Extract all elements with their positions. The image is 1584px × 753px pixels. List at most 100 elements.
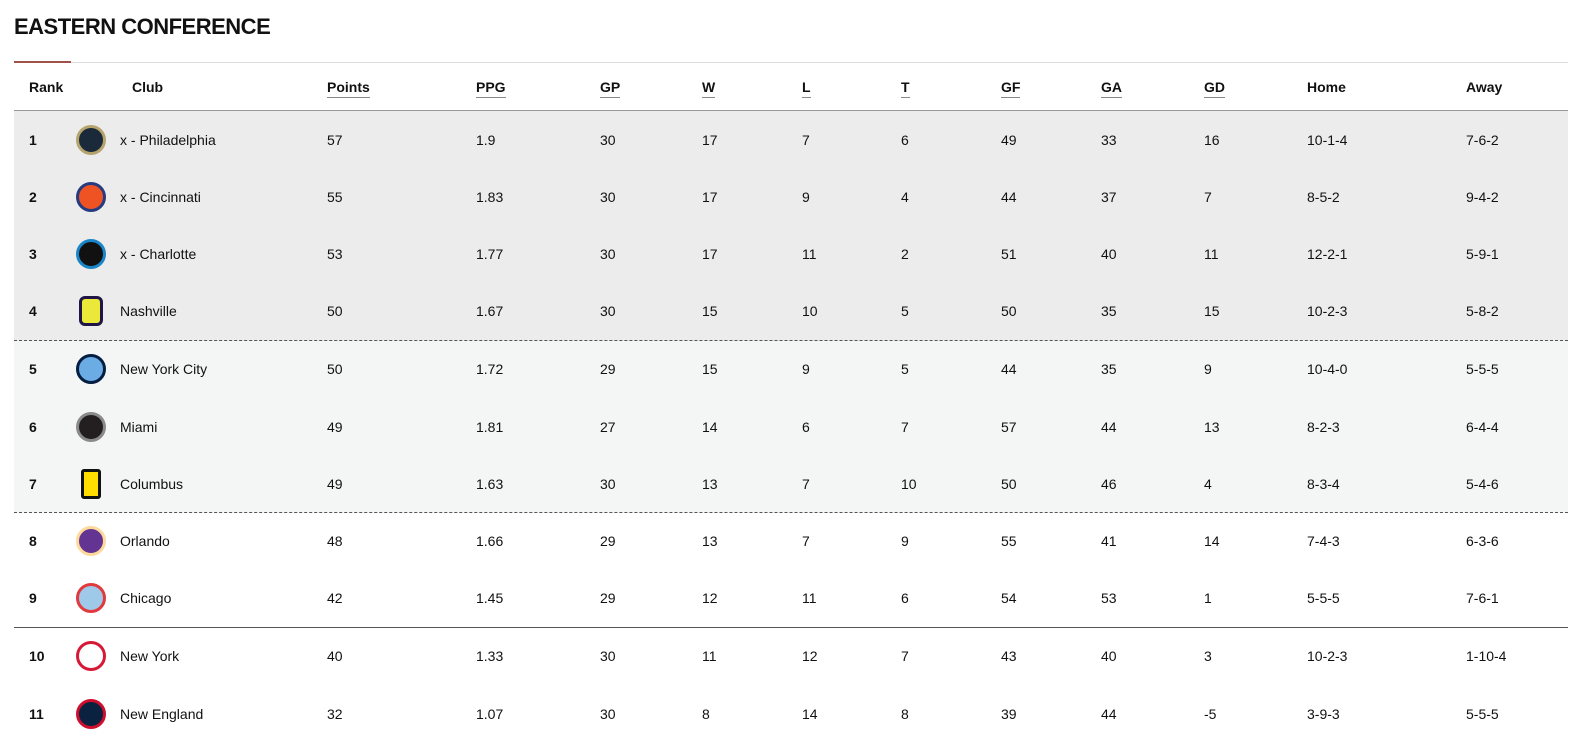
club-link[interactable]: New England xyxy=(120,705,204,722)
cell-l: 9 xyxy=(802,361,810,378)
cell-rank: 3 xyxy=(29,246,37,263)
table-row[interactable]: 3 x - Charlotte 53 1.77 30 17 11 2 51 40 11 12-2-1 5… xyxy=(14,225,1568,284)
column-header-label: Home xyxy=(1307,78,1346,95)
column-header-home: Home xyxy=(1307,79,1346,95)
cell-l: 12 xyxy=(802,648,818,665)
club-link[interactable]: Orlando xyxy=(120,533,170,550)
cell-rank: 5 xyxy=(29,361,37,378)
cell-home: 7-4-3 xyxy=(1307,533,1340,550)
ny-red-bulls-crest-icon xyxy=(76,641,106,672)
cell-away: 9-4-2 xyxy=(1466,189,1499,206)
cell-ppg: 1.9 xyxy=(476,131,496,148)
column-header-label: W xyxy=(702,78,716,98)
cell-ppg: 1.66 xyxy=(476,533,504,550)
cell-w: 17 xyxy=(702,246,718,263)
cell-gf: 50 xyxy=(1001,475,1017,492)
club-link[interactable]: x - Cincinnati xyxy=(120,189,201,206)
club-link[interactable]: x - Charlotte xyxy=(120,246,197,263)
cell-points: 50 xyxy=(327,361,343,378)
cell-ppg: 1.67 xyxy=(476,303,504,320)
column-header-ppg[interactable]: PPG xyxy=(476,78,506,98)
cell-l: 9 xyxy=(802,189,810,206)
cell-away: 5-9-1 xyxy=(1466,246,1499,263)
club-link[interactable]: Columbus xyxy=(120,475,184,492)
cell-gp: 30 xyxy=(600,246,616,263)
page-title: EASTERN CONFERENCE xyxy=(14,14,271,39)
column-header-gp[interactable]: GP xyxy=(600,78,621,98)
cell-l: 7 xyxy=(802,131,810,148)
cell-ga: 46 xyxy=(1101,475,1117,492)
cell-rank: 8 xyxy=(29,533,37,550)
cell-w: 12 xyxy=(702,590,718,607)
cell-gf: 44 xyxy=(1001,189,1017,206)
cell-ppg: 1.81 xyxy=(476,418,504,435)
column-header-w[interactable]: W xyxy=(702,78,716,98)
club-link[interactable]: New York City xyxy=(120,361,208,378)
cell-gd: 13 xyxy=(1204,418,1220,435)
cell-home: 10-2-3 xyxy=(1307,303,1348,320)
cell-t: 7 xyxy=(901,418,909,435)
table-row[interactable]: 8 Orlando 48 1.66 29 13 7 9 55 41 14 7-4-3 6-3-6 xyxy=(14,513,1568,570)
cell-gd: -5 xyxy=(1204,705,1217,722)
cell-points: 48 xyxy=(327,533,343,550)
chicago-fire-crest-icon xyxy=(76,583,106,614)
cell-ppg: 1.45 xyxy=(476,590,504,607)
club-link[interactable]: Miami xyxy=(120,418,158,435)
cell-gp: 30 xyxy=(600,303,616,320)
cell-gd: 3 xyxy=(1204,648,1212,665)
club-link[interactable]: New York xyxy=(120,648,180,665)
club-link[interactable]: Chicago xyxy=(120,590,172,607)
column-header-l[interactable]: L xyxy=(802,78,811,98)
column-header-club: Club xyxy=(132,79,163,95)
column-header-label: GD xyxy=(1204,78,1225,98)
column-header-gf[interactable]: GF xyxy=(1001,78,1021,98)
cell-t: 7 xyxy=(901,648,909,665)
club-link[interactable]: x - Philadelphia xyxy=(120,131,216,148)
table-row[interactable]: 7 Columbus 49 1.63 30 13 7 10 50 46 4 8-3-4 5-4-6 xyxy=(14,455,1568,513)
cell-ppg: 1.72 xyxy=(476,361,504,378)
cell-w: 17 xyxy=(702,189,718,206)
column-header-label: Points xyxy=(327,78,370,98)
column-header-label: Rank xyxy=(29,78,64,95)
new-england-revolution-crest-icon xyxy=(76,698,106,729)
cell-away: 7-6-1 xyxy=(1466,590,1499,607)
column-header-label: Away xyxy=(1466,78,1503,95)
fc-cincinnati-crest-icon xyxy=(76,182,106,213)
column-header-ga[interactable]: GA xyxy=(1101,78,1122,98)
cell-rank: 4 xyxy=(29,303,37,320)
cell-w: 11 xyxy=(702,648,717,665)
cell-t: 8 xyxy=(901,705,909,722)
table-row[interactable]: 1 x - Philadelphia 57 1.9 30 17 7 6 49 33 16 10-1-4… xyxy=(14,111,1568,169)
cell-gd: 9 xyxy=(1204,361,1212,378)
table-row[interactable]: 11 New England 32 1.07 30 8 14 8 39 44 -5 3-9-3 5-5-… xyxy=(14,685,1568,742)
cell-gp: 29 xyxy=(600,590,616,607)
column-header-points[interactable]: Points xyxy=(327,78,370,98)
cell-gf: 54 xyxy=(1001,590,1017,607)
cell-l: 14 xyxy=(802,705,818,722)
cell-away: 6-3-6 xyxy=(1466,533,1499,550)
cell-gd: 16 xyxy=(1204,131,1220,148)
cell-points: 49 xyxy=(327,475,343,492)
table-row[interactable]: 10 New York 40 1.33 30 11 12 7 43 40 3 10-2-3 1-10-4 xyxy=(14,628,1568,685)
cell-rank: 9 xyxy=(29,590,37,607)
cell-ga: 44 xyxy=(1101,418,1117,435)
cell-t: 6 xyxy=(901,590,909,607)
cell-w: 15 xyxy=(702,361,718,378)
table-row[interactable]: 4 Nashville 50 1.67 30 15 10 5 50 35 15 10-2-3 5-8-2 xyxy=(14,283,1568,341)
cell-away: 1-10-4 xyxy=(1466,648,1507,665)
table-row[interactable]: 6 Miami 49 1.81 27 14 6 7 57 44 13 8-2-3 6-4-4 xyxy=(14,397,1568,456)
cell-ga: 41 xyxy=(1101,533,1117,550)
table-row[interactable]: 9 Chicago 42 1.45 29 12 11 6 54 53 1 5-5-5 7-6-1 xyxy=(14,570,1568,628)
cell-w: 15 xyxy=(702,303,718,320)
cell-rank: 10 xyxy=(29,648,45,665)
column-header-label: L xyxy=(802,78,811,98)
club-link[interactable]: Nashville xyxy=(120,303,177,320)
column-header-label: T xyxy=(901,78,910,98)
cell-away: 5-5-5 xyxy=(1466,705,1499,722)
column-header-gd[interactable]: GD xyxy=(1204,78,1225,98)
table-row[interactable]: 5 New York City 50 1.72 29 15 9 5 44 35 9 10-4-0 5-5… xyxy=(14,340,1568,398)
column-header-t[interactable]: T xyxy=(901,78,910,98)
cell-gd: 4 xyxy=(1204,475,1212,492)
